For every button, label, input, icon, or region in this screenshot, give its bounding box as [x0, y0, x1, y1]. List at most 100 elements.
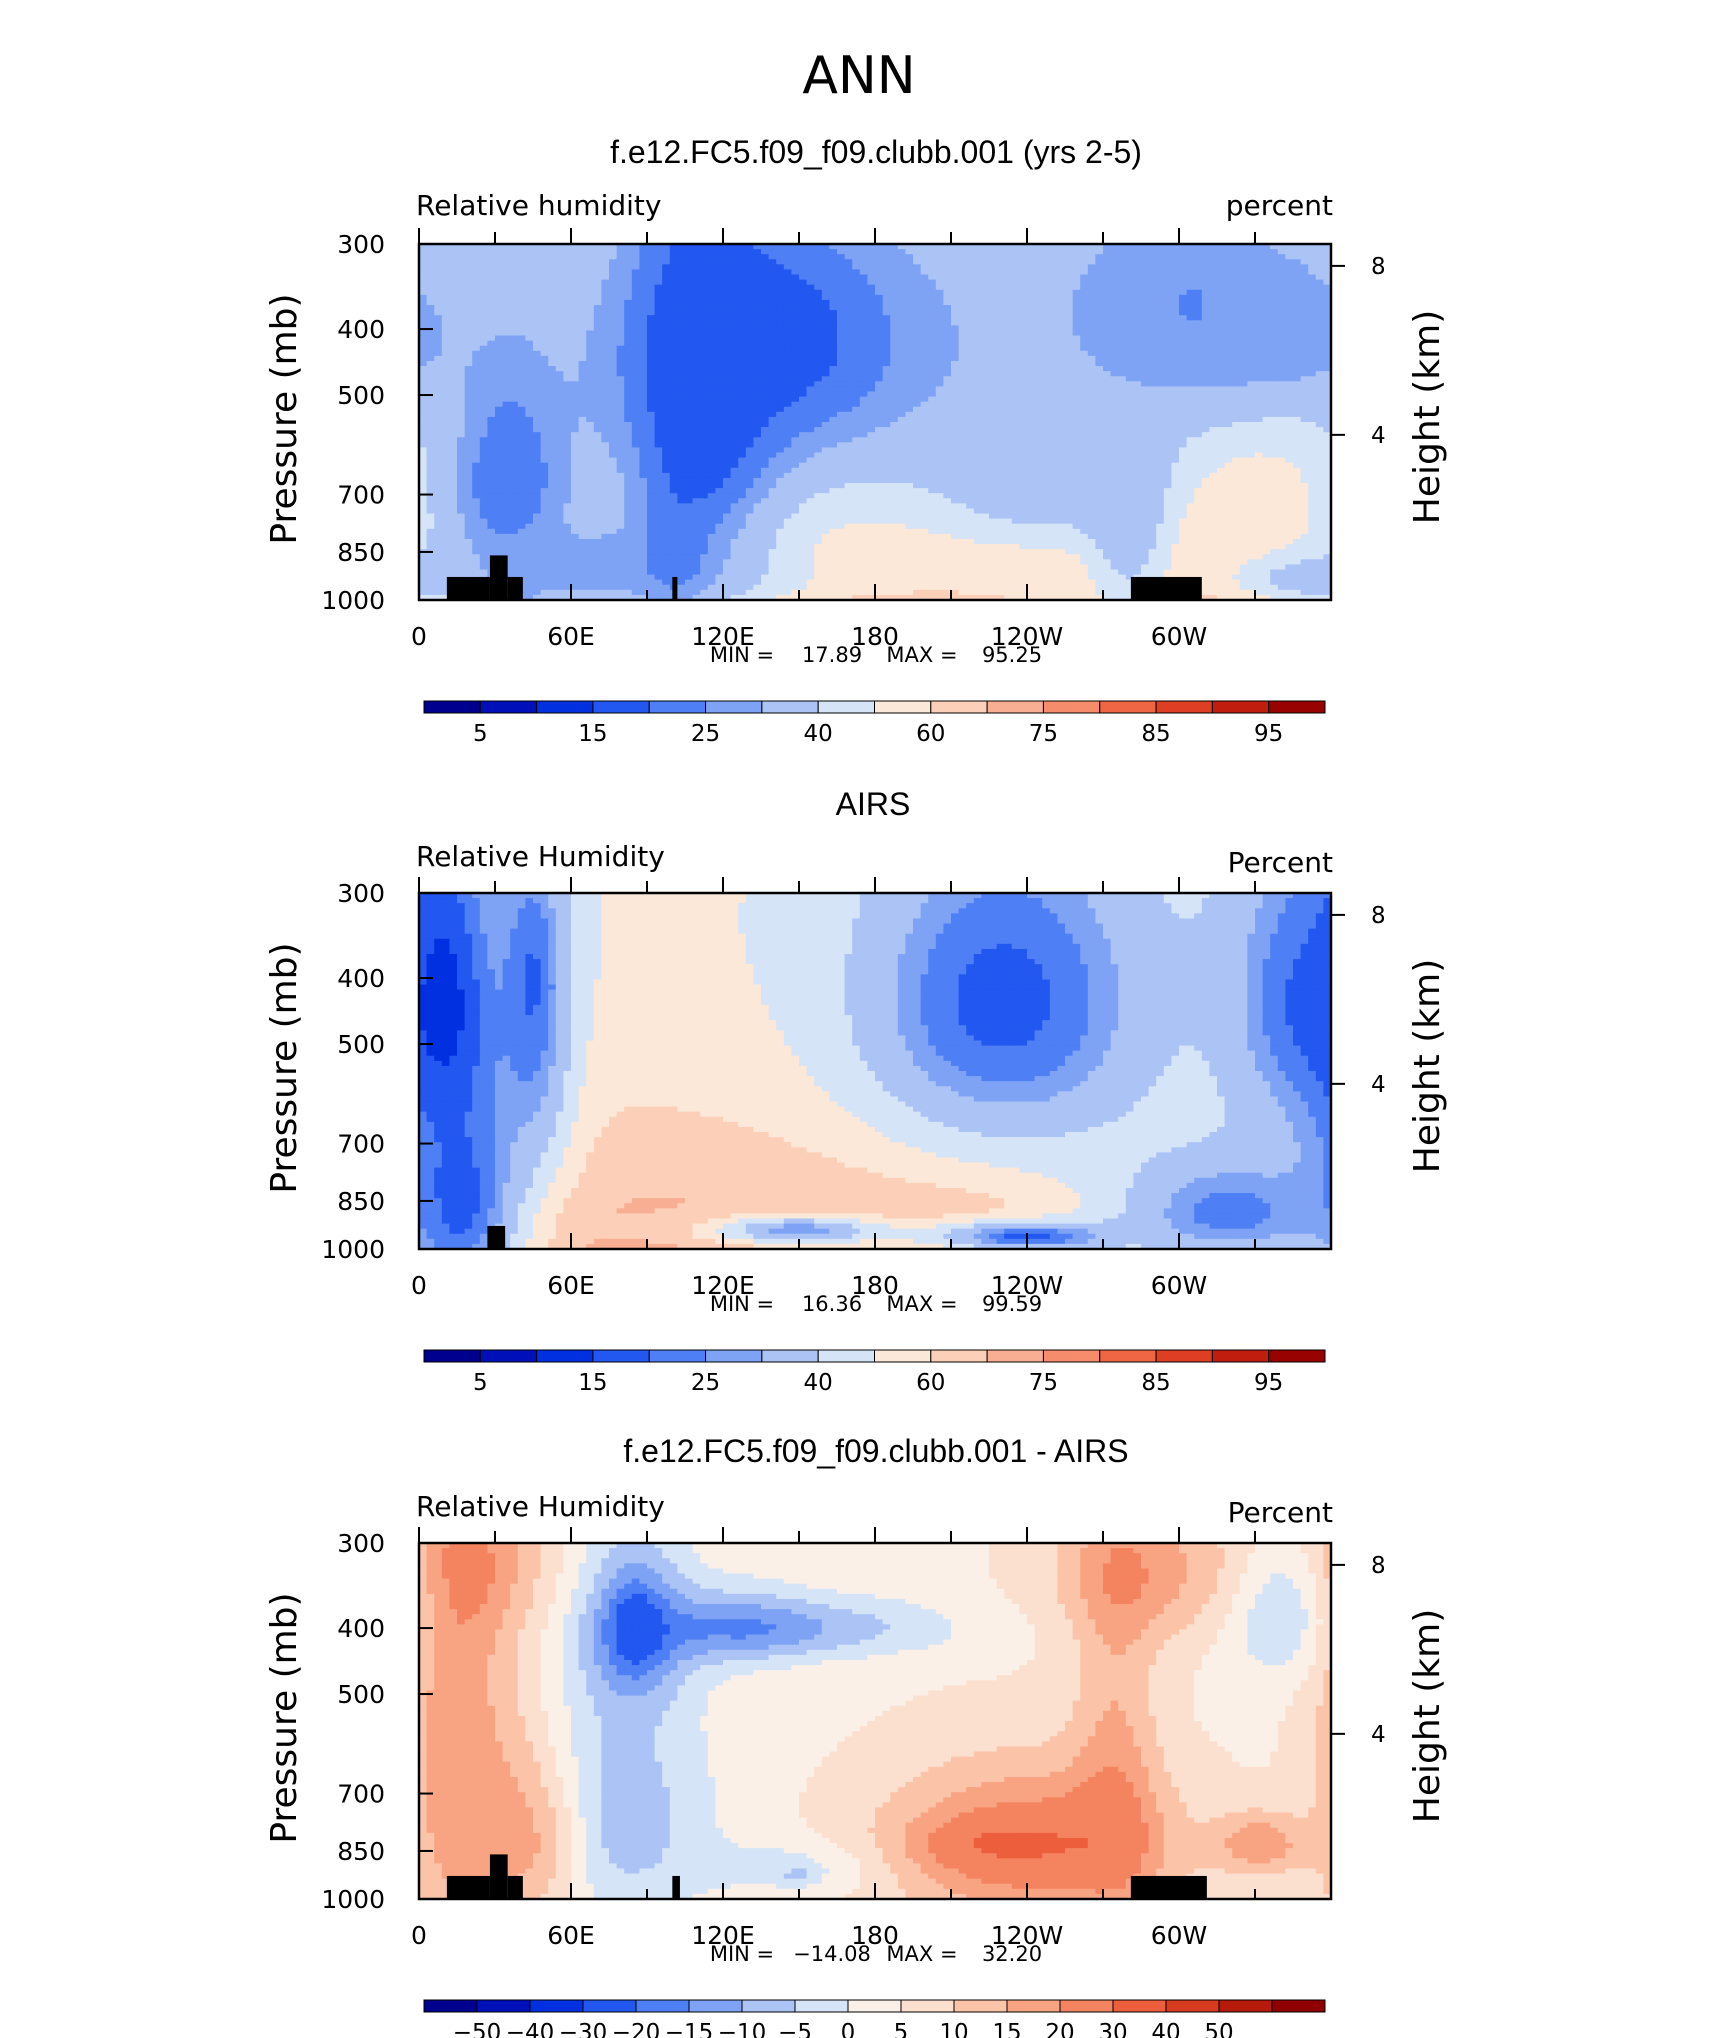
contour-cell: [1301, 356, 1309, 362]
contour-cell: [837, 330, 845, 336]
contour-cell: [1088, 427, 1096, 433]
contour-cell: [472, 325, 480, 331]
contour-cell: [1004, 285, 1012, 291]
contour-cell: [518, 336, 526, 342]
contour-cell: [594, 264, 602, 270]
contour-cell: [959, 397, 967, 403]
contour-cell: [1095, 305, 1103, 311]
contour-cell: [1156, 264, 1164, 270]
contour-cell: [670, 275, 678, 281]
contour-cell: [1080, 442, 1088, 448]
contour-cell: [700, 371, 708, 377]
contour-cell: [928, 397, 936, 403]
contour-cell: [966, 386, 974, 392]
contour-cell: [928, 447, 936, 453]
contour-cell: [1209, 320, 1217, 326]
contour-cell: [594, 417, 602, 423]
contour-cell: [617, 427, 625, 433]
contour-cell: [1232, 422, 1240, 428]
contour-cell: [601, 305, 609, 311]
contour-cell: [943, 259, 951, 265]
contour-cell: [579, 269, 587, 275]
contour-cell: [541, 417, 549, 423]
contour-cell: [829, 397, 837, 403]
contour-cell: [1103, 315, 1111, 321]
figure-title: ANN: [802, 46, 915, 106]
contour-cell: [1240, 386, 1248, 392]
contour-cell: [518, 346, 526, 352]
contour-cell: [1027, 330, 1035, 336]
contour-cell: [472, 391, 480, 397]
contour-cell: [776, 366, 784, 372]
contour-cell: [1088, 259, 1096, 265]
contour-cell: [1042, 402, 1050, 408]
contour-cell: [1255, 269, 1263, 275]
contour-cell: [867, 417, 875, 423]
contour-cell: [647, 427, 655, 433]
contour-cell: [1019, 407, 1027, 413]
contour-cell: [981, 325, 989, 331]
contour-cell: [746, 275, 754, 281]
contour-cell: [1202, 330, 1210, 336]
contour-cell: [1278, 269, 1286, 275]
contour-cell: [1080, 249, 1088, 255]
contour-cell: [905, 310, 913, 316]
contour-cell: [1073, 422, 1081, 428]
contour-cell: [1179, 432, 1187, 438]
contour-cell: [525, 275, 533, 281]
contour-cell: [586, 356, 594, 362]
contour-cell: [723, 371, 731, 377]
contour-cell: [769, 427, 777, 433]
contour-cell: [981, 249, 989, 255]
contour-cell: [449, 320, 457, 326]
contour-cell: [1103, 397, 1111, 403]
contour-cell: [1111, 346, 1119, 352]
contour-cell: [723, 442, 731, 448]
contour-cell: [1270, 442, 1278, 448]
contour-cell: [883, 264, 891, 270]
contour-cell: [1179, 422, 1187, 428]
contour-cell: [746, 402, 754, 408]
contour-cell: [1111, 351, 1119, 357]
contour-cell: [541, 397, 549, 403]
contour-cell: [1133, 386, 1141, 392]
contour-cell: [1126, 427, 1134, 433]
contour-cell: [731, 295, 739, 301]
contour-cell: [1301, 351, 1309, 357]
contour-cell: [518, 417, 526, 423]
contour-cell: [1027, 315, 1035, 321]
contour-cell: [837, 269, 845, 275]
contour-cell: [860, 391, 868, 397]
contour-cell: [1194, 386, 1202, 392]
contour-cell: [799, 310, 807, 316]
contour-cell: [905, 417, 913, 423]
contour-cell: [1308, 356, 1316, 362]
contour-cell: [1012, 422, 1020, 428]
contour-cell: [647, 341, 655, 347]
contour-cell: [852, 397, 860, 403]
contour-cell: [495, 305, 503, 311]
contour-cell: [1209, 432, 1217, 438]
contour-cell: [1217, 341, 1225, 347]
contour-cell: [1073, 437, 1081, 443]
contour-cell: [632, 417, 640, 423]
contour-cell: [677, 356, 685, 362]
contour-cell: [647, 407, 655, 413]
contour-cell: [1187, 259, 1195, 265]
contour-cell: [1202, 371, 1210, 377]
contour-cell: [936, 376, 944, 382]
contour-cell: [1270, 407, 1278, 413]
contour-cell: [769, 376, 777, 382]
contour-cell: [883, 330, 891, 336]
contour-cell: [791, 437, 799, 443]
contour-cell: [883, 259, 891, 265]
contour-cell: [685, 269, 693, 275]
contour-cell: [617, 437, 625, 443]
contour-cell: [1012, 249, 1020, 255]
contour-cell: [457, 437, 465, 443]
contour-cell: [579, 432, 587, 438]
contour-cell: [921, 381, 929, 387]
contour-cell: [807, 442, 815, 448]
contour-cell: [624, 264, 632, 270]
contour-cell: [1179, 361, 1187, 367]
